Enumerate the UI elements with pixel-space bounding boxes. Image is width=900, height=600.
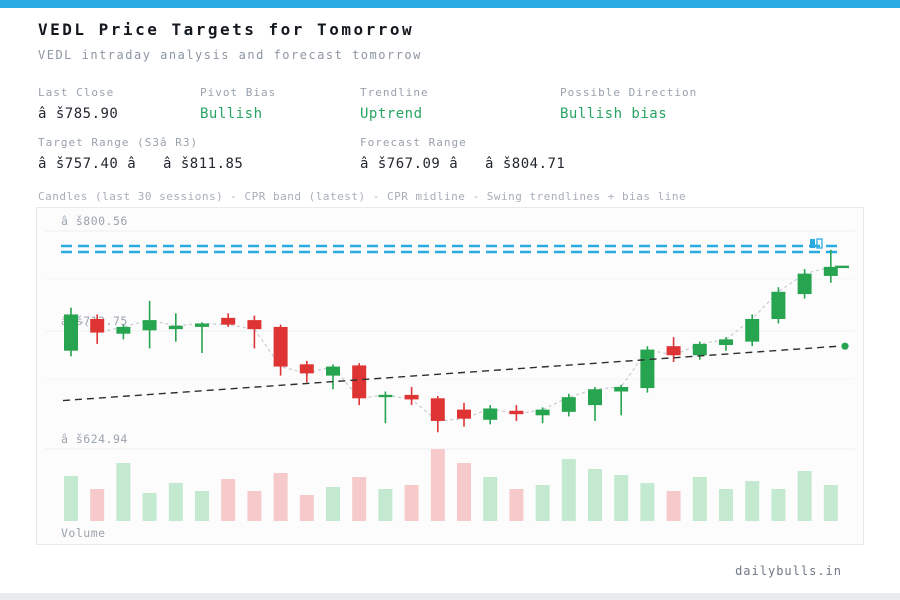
volume-bar: [352, 477, 367, 521]
stats-row-1: Last Close â š785.90 Pivot Bias Bullish …: [38, 86, 864, 122]
volume-bar: [640, 483, 655, 521]
volume-bar: [797, 471, 812, 521]
candle: [299, 364, 314, 374]
report-content: VEDL Price Targets for Tomorrow VEDL int…: [38, 8, 864, 203]
stat-value: â š757.40 â â š811.85: [38, 156, 244, 172]
stat-value: Bullish: [200, 106, 263, 122]
volume-bar: [90, 489, 105, 521]
bottom-accent-bar: [0, 593, 900, 600]
candle: [666, 346, 681, 356]
trendline: [62, 345, 840, 402]
stat-trendline: Trendline Uptrend: [360, 86, 560, 122]
volume-bar: [588, 469, 602, 521]
stat-forecast-range: Forecast Range â š767.09 â â š804.71: [360, 136, 864, 172]
volume-bar: [457, 463, 471, 521]
volume-bar: [273, 473, 288, 521]
top-accent-bar: [0, 0, 900, 8]
candle: [404, 394, 419, 400]
volume-bar: [326, 487, 340, 521]
stat-value: Uptrend: [360, 106, 423, 122]
candle: [614, 386, 629, 392]
volume-bar: [745, 481, 760, 521]
candle: [457, 409, 471, 419]
volume-bar: [221, 479, 236, 521]
candle: [195, 323, 209, 327]
candle: [168, 325, 183, 330]
page-subtitle: VEDL intraday analysis and forecast tomo…: [38, 48, 422, 62]
volume-bar: [378, 489, 393, 521]
volume-bar: [666, 491, 681, 521]
price-level-label: â š800.56: [61, 214, 128, 228]
volume-bar: [430, 449, 445, 521]
candle: [221, 317, 236, 325]
candle: [273, 326, 288, 367]
stat-value: Bullish bias: [560, 106, 668, 122]
volume-bar: [509, 489, 524, 521]
volume-bar: [116, 463, 131, 521]
candle: [771, 291, 786, 319]
page-title: VEDL Price Targets for Tomorrow: [38, 20, 415, 39]
candle: [352, 365, 367, 399]
candle: [509, 410, 524, 415]
trendline-end-dot: [841, 342, 849, 350]
cpr-band-marker: [810, 239, 815, 248]
candle: [823, 266, 838, 276]
volume-bar: [771, 489, 786, 521]
volume-bar: [195, 491, 209, 521]
volume-bar: [692, 477, 707, 521]
stat-possible-direction: Possible Direction Bullish bias: [560, 86, 864, 122]
brand-link: dailybulls.in: [735, 564, 842, 578]
candle: [588, 389, 602, 406]
stat-value: â š767.09 â â š804.71: [360, 156, 566, 172]
volume-bar: [823, 485, 838, 521]
volume-bar: [719, 489, 733, 521]
volume-label: Volume: [61, 526, 106, 540]
volume-bar: [483, 477, 498, 521]
stat-label: Possible Direction: [560, 86, 698, 99]
stat-pivot-bias: Pivot Bias Bullish: [200, 86, 360, 122]
candle: [430, 398, 445, 421]
stat-label: Last Close: [38, 86, 115, 99]
candle: [483, 408, 498, 420]
stat-last-close: Last Close â š785.90: [38, 86, 200, 122]
chart-caption: Candles (last 30 sessions) - CPR band (l…: [38, 190, 687, 203]
candle: [745, 318, 760, 342]
candle: [719, 339, 733, 346]
candle: [116, 326, 131, 334]
candle: [64, 314, 78, 351]
volume-bar: [142, 493, 157, 521]
volume-bar: [168, 483, 183, 521]
candle: [535, 409, 550, 416]
candle: [561, 397, 576, 412]
volume-bar: [64, 476, 78, 521]
candle: [797, 273, 812, 295]
stats-row-2: Target Range (S3â R3) â š757.40 â â š811…: [38, 136, 864, 172]
stat-label: Forecast Range: [360, 136, 467, 149]
stat-label: Target Range (S3â R3): [38, 136, 199, 149]
price-level-label: â š624.94: [61, 432, 128, 446]
candle: [326, 366, 340, 376]
candle: [90, 318, 105, 333]
candle: [640, 349, 655, 389]
volume-bar: [404, 485, 419, 521]
volume-bar: [561, 459, 576, 521]
candle: [692, 343, 707, 356]
volume-bar: [299, 495, 314, 521]
candle: [378, 394, 393, 398]
volume-bar: [535, 485, 550, 521]
stat-label: Trendline: [360, 86, 429, 99]
volume-bar: [614, 475, 629, 521]
stat-label: Pivot Bias: [200, 86, 277, 99]
volume-bar: [247, 491, 262, 521]
candle: [247, 320, 262, 330]
stat-value: â š785.90: [38, 106, 119, 122]
stat-target-range: Target Range (S3â R3) â š757.40 â â š811…: [38, 136, 360, 172]
candle: [142, 320, 157, 331]
